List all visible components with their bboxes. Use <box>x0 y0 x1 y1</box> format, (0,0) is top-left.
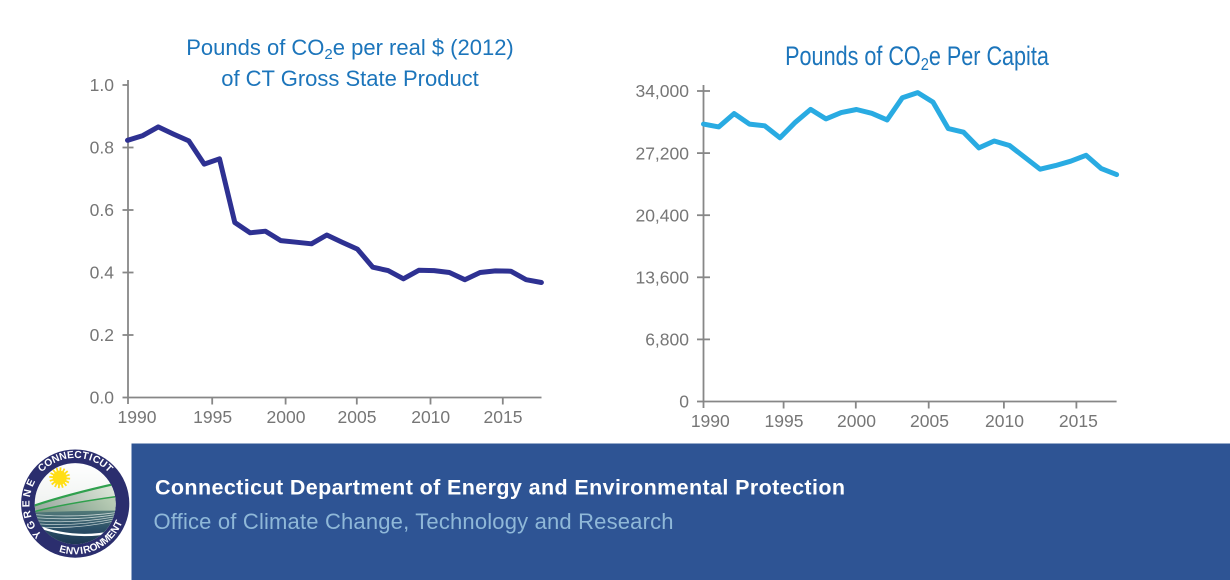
svg-text:2005: 2005 <box>910 411 949 431</box>
svg-text:34,000: 34,000 <box>635 81 689 101</box>
svg-text:2015: 2015 <box>484 407 523 427</box>
svg-text:0.0: 0.0 <box>90 388 115 408</box>
svg-text:E: E <box>25 478 38 489</box>
svg-text:R: R <box>82 544 92 557</box>
svg-text:0: 0 <box>679 392 689 412</box>
svg-text:2010: 2010 <box>985 411 1024 431</box>
svg-text:27,200: 27,200 <box>635 143 689 163</box>
svg-text:N: N <box>22 488 34 498</box>
svg-text:0.2: 0.2 <box>90 325 114 345</box>
svg-text:20,400: 20,400 <box>635 205 689 225</box>
svg-text:1.0: 1.0 <box>90 75 115 95</box>
svg-text:0.6: 0.6 <box>90 200 114 220</box>
svg-text:T: T <box>113 518 126 529</box>
svg-text:Connecticut Department of Ener: Connecticut Department of Energy and Env… <box>155 476 845 500</box>
svg-text:0.4: 0.4 <box>90 263 115 283</box>
svg-text:2005: 2005 <box>338 407 377 427</box>
svg-text:R: R <box>22 509 34 519</box>
svg-text:1990: 1990 <box>691 411 730 431</box>
svg-text:Office of Climate Change, Tech: Office of Climate Change, Technology and… <box>154 509 674 534</box>
svg-text:2015: 2015 <box>1059 411 1098 431</box>
svg-text:1990: 1990 <box>118 407 157 427</box>
svg-text:C: C <box>74 450 83 461</box>
svg-text:N: N <box>58 451 68 463</box>
svg-text:1995: 1995 <box>193 407 232 427</box>
svg-text:O: O <box>88 541 100 554</box>
svg-text:E: E <box>58 544 68 556</box>
svg-text:N: N <box>65 546 74 558</box>
svg-text:V: V <box>73 546 80 557</box>
svg-text:E: E <box>21 500 32 507</box>
svg-text:Pounds of CO2e Per Capita: Pounds of CO2e Per Capita <box>785 42 1049 74</box>
svg-text:of CT Gross State Product: of CT Gross State Product <box>221 66 479 91</box>
svg-text:0.8: 0.8 <box>90 138 114 158</box>
svg-text:Pounds of CO2e per real $ (201: Pounds of CO2e per real $ (2012) <box>186 35 514 63</box>
svg-text:2010: 2010 <box>411 407 450 427</box>
svg-text:N: N <box>50 453 61 466</box>
svg-text:13,600: 13,600 <box>635 268 689 288</box>
svg-text:1995: 1995 <box>765 411 804 431</box>
svg-text:I: I <box>87 452 93 463</box>
svg-text:6,800: 6,800 <box>645 330 689 350</box>
svg-text:2000: 2000 <box>837 411 876 431</box>
svg-text:2000: 2000 <box>267 407 306 427</box>
svg-text:E: E <box>67 450 75 462</box>
svg-text:C: C <box>90 454 102 467</box>
svg-text:T: T <box>81 450 90 462</box>
svg-text:I: I <box>80 546 84 557</box>
